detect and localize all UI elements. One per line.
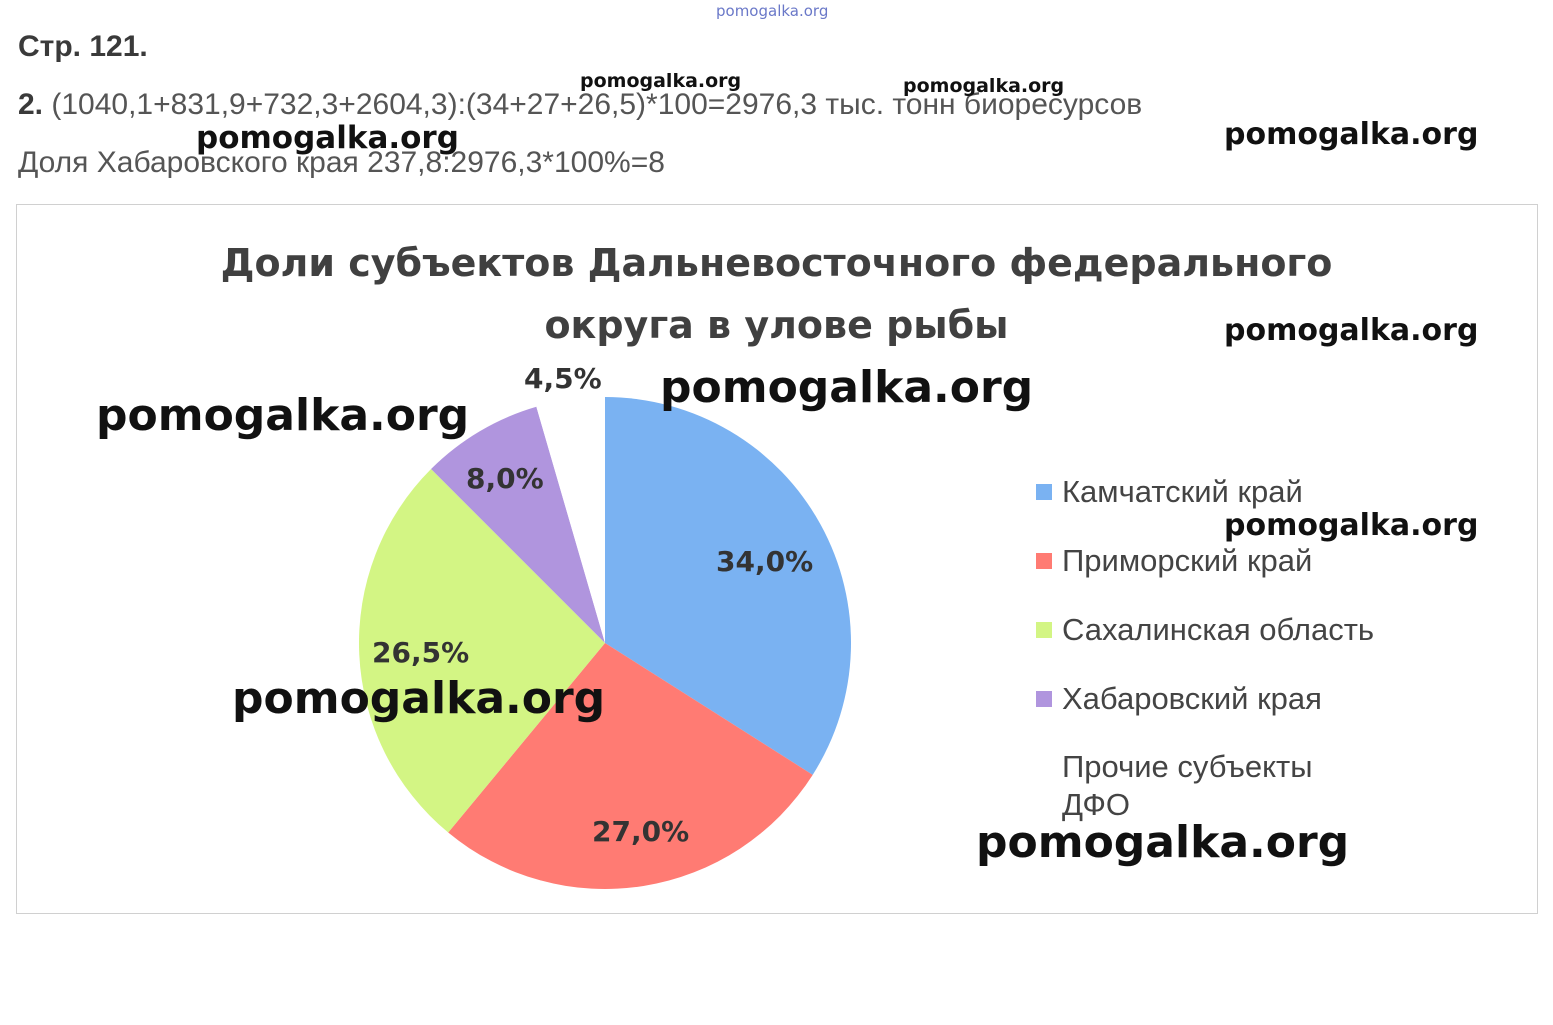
slice-label: 8,0% [466,462,544,495]
legend-label: Камчатский край [1062,474,1303,509]
chart-title: Доли субъектов Дальневосточного федераль… [0,232,1553,356]
legend-swatch [1036,691,1052,707]
watermark: pomogalka.org [903,75,1065,97]
pie-slice [431,406,605,643]
watermark: pomogalka.org [1224,508,1479,543]
watermark-top: pomogalka.org [716,2,829,20]
legend-swatch [1036,760,1052,776]
slice-label: 4,5% [524,362,602,395]
watermark: pomogalka.org [976,817,1350,868]
watermark: pomogalka.org [1224,313,1479,348]
chart-title-line-1: Доли субъектов Дальневосточного федераль… [220,241,1333,285]
share-line: Доля Хабаровского края 237,8:2976,3*100%… [18,146,665,179]
legend-swatch [1036,622,1052,638]
watermark: pomogalka.org [232,673,606,724]
pie-slice [448,643,813,889]
task-number: 2. [18,88,44,121]
slice-label: 34,0% [716,545,814,578]
pie-slice [359,469,605,833]
legend-swatch [1036,484,1052,500]
calculation-line: 2. (1040,1+831,9+732,3+2604,3):(34+27+26… [18,88,1142,122]
pie-slice [605,397,851,775]
watermark: pomogalka.org [1224,117,1479,152]
legend-label: Хабаровский края [1062,681,1322,716]
page-heading: Стр. 121. [18,30,148,63]
legend-label: Сахалинская область [1062,612,1375,647]
slice-label: 26,5% [372,636,470,669]
watermark: pomogalka.org [660,362,1034,413]
watermark: pomogalka.org [96,390,470,441]
chart-title-line-2: округа в улове рыбы [544,303,1009,347]
legend-label: Прочие субъекты ДФО [1062,749,1313,822]
calculation-text: (1040,1+831,9+732,3+2604,3):(34+27+26,5)… [43,88,1143,121]
watermark: pomogalka.org [196,120,459,156]
slice-label: 27,0% [592,815,690,848]
watermark: pomogalka.org [580,70,742,92]
legend-label: Приморский край [1062,543,1313,578]
legend-swatch [1036,553,1052,569]
pie-slice [536,397,605,643]
